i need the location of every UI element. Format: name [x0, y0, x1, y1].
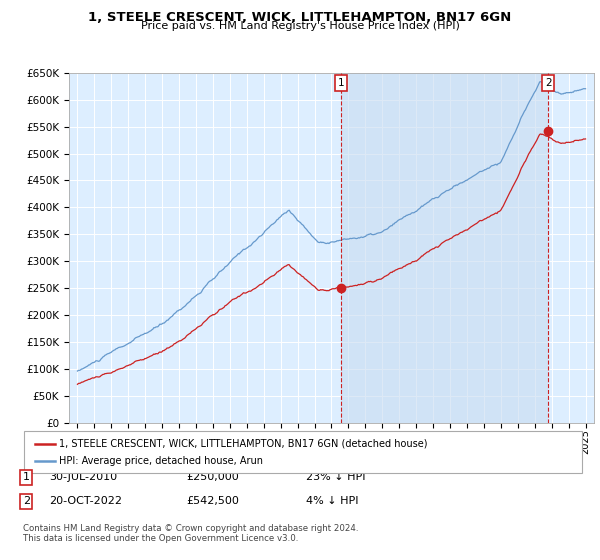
Text: 20-OCT-2022: 20-OCT-2022 — [49, 496, 122, 506]
Text: 4% ↓ HPI: 4% ↓ HPI — [306, 496, 359, 506]
Bar — [341, 73, 548, 423]
Text: Contains HM Land Registry data © Crown copyright and database right 2024.
This d: Contains HM Land Registry data © Crown c… — [23, 524, 358, 543]
Text: HPI: Average price, detached house, Arun: HPI: Average price, detached house, Arun — [59, 456, 263, 466]
Text: 23% ↓ HPI: 23% ↓ HPI — [306, 472, 365, 482]
Text: 1, STEELE CRESCENT, WICK, LITTLEHAMPTON, BN17 6GN: 1, STEELE CRESCENT, WICK, LITTLEHAMPTON,… — [88, 11, 512, 24]
Text: £250,000: £250,000 — [186, 472, 239, 482]
Text: Price paid vs. HM Land Registry's House Price Index (HPI): Price paid vs. HM Land Registry's House … — [140, 21, 460, 31]
Text: 1: 1 — [338, 78, 344, 88]
Text: 2: 2 — [545, 78, 551, 88]
Text: 1, STEELE CRESCENT, WICK, LITTLEHAMPTON, BN17 6GN (detached house): 1, STEELE CRESCENT, WICK, LITTLEHAMPTON,… — [59, 439, 427, 449]
Text: £542,500: £542,500 — [186, 496, 239, 506]
Text: 1: 1 — [23, 472, 30, 482]
Text: 30-JUL-2010: 30-JUL-2010 — [49, 472, 118, 482]
Text: 2: 2 — [23, 496, 30, 506]
